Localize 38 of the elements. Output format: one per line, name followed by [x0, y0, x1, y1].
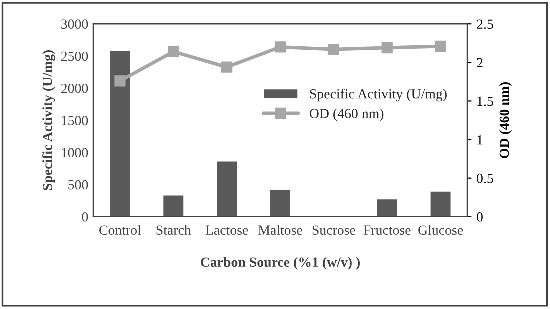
point [382, 42, 393, 54]
x-tick-label: Control [100, 225, 142, 236]
y-tick-label: 500 [68, 180, 88, 190]
point [222, 62, 233, 73]
x-tick-label: Sucrose [312, 226, 356, 236]
y2-tick-label: 2.5 [477, 20, 494, 30]
bar [216, 160, 238, 217]
y2-tick-label: 1 [478, 135, 483, 145]
y-tick-label: 0 [82, 212, 88, 222]
y2-tick-label: 0.5 [477, 174, 494, 184]
y2-tick-label: 1.5 [478, 96, 494, 106]
y-axis-title: Specific Activity (U/mg) [42, 50, 56, 190]
point [114, 76, 126, 87]
x-axis-title: Carbon Source (%1 (w/v) ) [201, 257, 360, 270]
bar [429, 190, 452, 217]
bar [269, 188, 292, 217]
x-tick-label: Fructose [364, 226, 411, 236]
y2-tick-label: 2 [477, 58, 483, 68]
x-tick-label: Maltose [258, 225, 302, 236]
y-tick-label: 2000 [61, 84, 88, 94]
y-tick-label: 2500 [61, 52, 88, 62]
y-tick-label: 3000 [62, 20, 88, 30]
point [274, 42, 286, 53]
y2-tick-label: 0 [477, 212, 483, 222]
legend-label: OD (460 nm) [310, 108, 384, 122]
bar [108, 50, 132, 217]
y-tick-label: 1000 [62, 148, 88, 158]
bar [376, 198, 399, 217]
point [328, 44, 340, 56]
x-tick-label: Starch [156, 225, 192, 236]
y-tick-label: 1500 [62, 116, 88, 126]
point [168, 46, 180, 58]
legend-label: Specific Activity (U/mg) [310, 88, 447, 102]
point [435, 40, 446, 52]
x-tick-label: Lactose [206, 226, 248, 236]
x-tick-label: Glucose [418, 225, 464, 236]
bar [162, 194, 186, 217]
y2-axis-title: OD (460 nm) [499, 82, 512, 158]
